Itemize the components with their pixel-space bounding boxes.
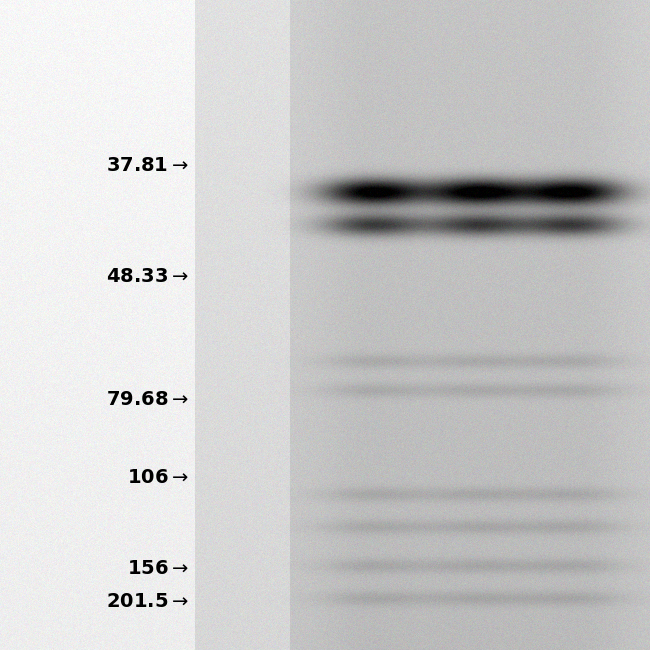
Text: 48.33$\rightarrow$: 48.33$\rightarrow$: [106, 266, 188, 286]
Text: 37.81$\rightarrow$: 37.81$\rightarrow$: [106, 156, 188, 176]
Text: 156$\rightarrow$: 156$\rightarrow$: [127, 559, 188, 578]
Text: 79.68$\rightarrow$: 79.68$\rightarrow$: [106, 390, 188, 410]
Text: 201.5$\rightarrow$: 201.5$\rightarrow$: [106, 592, 188, 611]
Text: 106$\rightarrow$: 106$\rightarrow$: [127, 468, 188, 488]
